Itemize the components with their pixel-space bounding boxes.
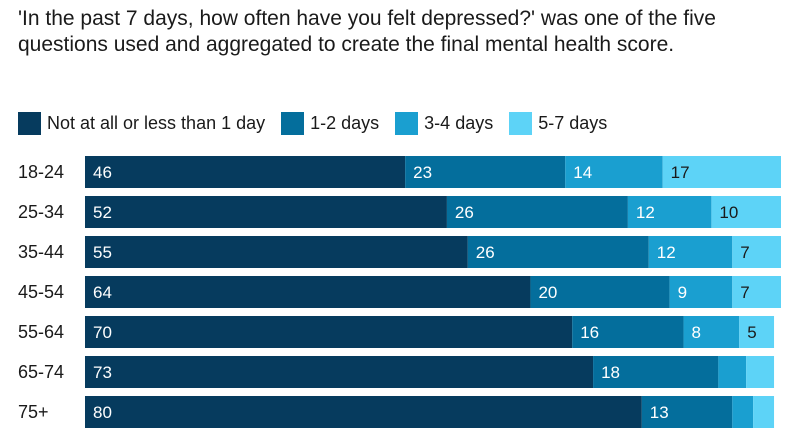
bar-segment: [467, 236, 649, 268]
category-label: 65-74: [18, 362, 64, 382]
bar-segment: [85, 316, 573, 348]
bar-segment: [683, 316, 740, 348]
bar-segment: [565, 156, 663, 188]
data-label: 16: [580, 323, 599, 342]
data-label: 64: [93, 283, 112, 302]
data-label: 12: [636, 203, 655, 222]
data-label: 26: [476, 243, 495, 262]
data-label: 70: [93, 323, 112, 342]
legend-item-3-4-days: 3-4 days: [395, 111, 494, 135]
data-label: 17: [671, 163, 690, 182]
bar-segment: [85, 156, 406, 188]
legend-swatch: [509, 111, 533, 135]
data-label: 23: [413, 163, 432, 182]
data-label: 10: [719, 203, 738, 222]
bar-segment: [732, 276, 781, 308]
bar-segment: [753, 396, 775, 428]
bar-segment: [732, 396, 754, 428]
data-label: 9: [678, 283, 687, 302]
data-label: 80: [93, 403, 112, 422]
data-label: 5: [747, 323, 756, 342]
bar-segment: [732, 236, 781, 268]
category-label: 55-64: [18, 322, 64, 342]
bar-segment: [593, 356, 719, 388]
legend-swatch: [281, 111, 305, 135]
bar-segment: [85, 276, 531, 308]
bar-segment: [530, 276, 670, 308]
category-label: 25-34: [18, 202, 64, 222]
bar-segment: [85, 196, 447, 228]
legend: Not at all or less than 1 day 1-2 days 3…: [18, 110, 623, 136]
legend-label: 5-7 days: [538, 112, 608, 133]
data-label: 20: [538, 283, 557, 302]
data-label: 55: [93, 243, 112, 262]
data-label: 18: [601, 363, 620, 382]
bar-segment: [641, 396, 733, 428]
data-label: 8: [692, 323, 701, 342]
data-label: 73: [93, 363, 112, 382]
chart-title: 'In the past 7 days, how often have you …: [18, 7, 716, 56]
data-label: 12: [657, 243, 676, 262]
bar-segment: [405, 156, 566, 188]
legend-label: Not at all or less than 1 day: [47, 112, 266, 133]
bar-segment: [662, 156, 781, 188]
category-label: 75+: [18, 402, 49, 422]
data-label: 46: [93, 163, 112, 182]
bar-segment: [572, 316, 684, 348]
bar-segment: [746, 356, 775, 388]
bar-segment: [85, 356, 594, 388]
bar-segment: [446, 196, 628, 228]
data-label: 52: [93, 203, 112, 222]
bar-segment: [648, 236, 733, 268]
bar-segment: [669, 276, 733, 308]
bar-segment: [85, 396, 642, 428]
bar-segment: [711, 196, 781, 228]
bar-segment: [627, 196, 712, 228]
category-label: 45-54: [18, 282, 64, 302]
category-label: 18-24: [18, 162, 64, 182]
data-label: 7: [740, 283, 749, 302]
legend-label: 3-4 days: [424, 112, 494, 133]
legend-swatch: [18, 111, 41, 135]
data-label: 26: [455, 203, 474, 222]
legend-item-1-2-days: 1-2 days: [281, 111, 380, 135]
bar-segment: [739, 316, 775, 348]
data-label: 13: [650, 403, 669, 422]
bar-segment: [718, 356, 747, 388]
bar-segment: [85, 236, 468, 268]
data-label: 7: [740, 243, 749, 262]
legend-label: 1-2 days: [310, 112, 380, 133]
legend-swatch: [395, 111, 419, 135]
category-label: 35-44: [18, 242, 64, 262]
data-label: 14: [573, 163, 592, 182]
legend-item-5-7-days: 5-7 days: [509, 111, 608, 135]
legend-item-not-at-all: Not at all or less than 1 day: [18, 111, 266, 135]
